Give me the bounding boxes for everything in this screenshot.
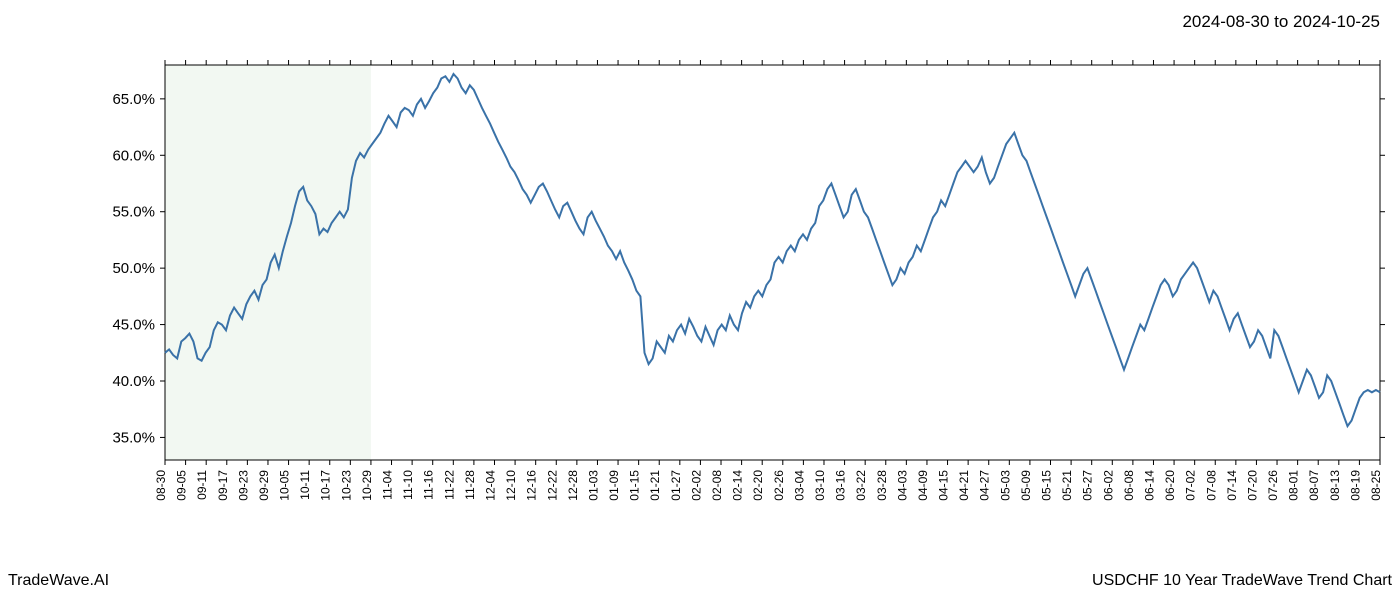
x-axis-label: 05-03 (998, 470, 1012, 501)
x-axis-label: 12-28 (566, 470, 580, 501)
y-axis-label: 65.0% (112, 91, 155, 108)
x-axis-label: 07-08 (1204, 470, 1218, 501)
x-axis-label: 04-27 (978, 470, 992, 501)
x-axis-label: 06-02 (1101, 470, 1115, 501)
x-axis-label: 08-25 (1369, 470, 1383, 501)
x-axis-label: 09-23 (236, 470, 250, 501)
x-axis-label: 09-05 (175, 470, 189, 501)
x-axis-label: 09-29 (257, 470, 271, 501)
x-axis-label: 10-23 (339, 470, 353, 501)
x-axis-label: 08-13 (1328, 470, 1342, 501)
x-axis-label: 10-11 (298, 470, 312, 500)
x-axis-label: 05-27 (1081, 470, 1095, 501)
x-axis-label: 01-15 (628, 470, 642, 501)
x-axis-label: 05-15 (1040, 470, 1054, 501)
y-axis-label: 35.0% (112, 429, 155, 446)
x-axis-label: 01-21 (648, 470, 662, 501)
x-axis-label: 10-05 (278, 470, 292, 501)
y-axis-label: 45.0% (112, 317, 155, 334)
highlight-region (165, 65, 371, 460)
x-axis-label: 12-22 (545, 470, 559, 501)
footer-brand: TradeWave.AI (8, 572, 109, 590)
x-axis-label: 06-08 (1122, 470, 1136, 501)
x-axis-label: 07-20 (1245, 470, 1259, 501)
x-axis-label: 04-21 (957, 470, 971, 501)
x-axis-label: 01-09 (607, 470, 621, 501)
x-axis-label: 01-03 (586, 470, 600, 501)
x-axis-label: 03-10 (813, 470, 827, 501)
y-axis-label: 50.0% (112, 260, 155, 277)
x-axis-label: 02-02 (689, 470, 703, 501)
x-axis-label: 11-22 (442, 470, 456, 500)
footer-title: USDCHF 10 Year TradeWave Trend Chart (1092, 572, 1392, 590)
x-axis-label: 11-04 (381, 470, 395, 500)
x-axis-label: 10-17 (319, 470, 333, 501)
x-axis-label: 09-11 (195, 470, 209, 500)
x-axis-label: 12-16 (525, 470, 539, 501)
x-axis-label: 06-14 (1142, 470, 1156, 501)
x-axis-label: 12-10 (504, 470, 518, 501)
date-range-label: 2024-08-30 to 2024-10-25 (1182, 12, 1380, 32)
x-axis-label: 09-17 (216, 470, 230, 501)
y-axis-label: 55.0% (112, 204, 155, 221)
x-axis-label: 04-15 (937, 470, 951, 501)
x-axis-label: 03-04 (792, 470, 806, 501)
x-axis-label: 07-14 (1225, 470, 1239, 501)
x-axis-label: 11-16 (422, 470, 436, 500)
x-axis-label: 02-08 (710, 470, 724, 501)
x-axis-label: 12-04 (483, 470, 497, 501)
x-axis-label: 08-30 (154, 470, 168, 501)
x-axis-label: 02-20 (751, 470, 765, 501)
x-axis-label: 01-27 (669, 470, 683, 501)
x-axis-label: 08-01 (1287, 470, 1301, 501)
x-axis-label: 08-19 (1348, 470, 1362, 501)
x-axis-label: 06-20 (1163, 470, 1177, 501)
x-axis-label: 04-03 (895, 470, 909, 501)
x-axis-label: 02-26 (772, 470, 786, 501)
x-axis-label: 08-07 (1307, 470, 1321, 501)
x-axis-label: 03-22 (854, 470, 868, 501)
x-axis-label: 07-26 (1266, 470, 1280, 501)
x-axis-label: 10-29 (360, 470, 374, 501)
y-axis-label: 60.0% (112, 147, 155, 164)
chart-container: 35.0% 40.0% 45.0% 50.0% 55.0% 60.0% 65.0% 08-30… (0, 60, 1400, 530)
x-axis-label: 05-21 (1060, 470, 1074, 501)
x-axis-label: 07-02 (1184, 470, 1198, 501)
x-axis-label: 11-10 (401, 470, 415, 500)
x-axis-label: 03-16 (834, 470, 848, 501)
trend-chart: 35.0% 40.0% 45.0% 50.0% 55.0% 60.0% 65.0% 08-30… (0, 60, 1400, 530)
x-axis-label: 05-09 (1019, 470, 1033, 501)
y-axis-label: 40.0% (112, 373, 155, 390)
x-axis-label: 04-09 (916, 470, 930, 501)
x-axis-label: 11-28 (463, 470, 477, 500)
x-axis-label: 03-28 (875, 470, 889, 501)
x-axis-label: 02-14 (731, 470, 745, 501)
